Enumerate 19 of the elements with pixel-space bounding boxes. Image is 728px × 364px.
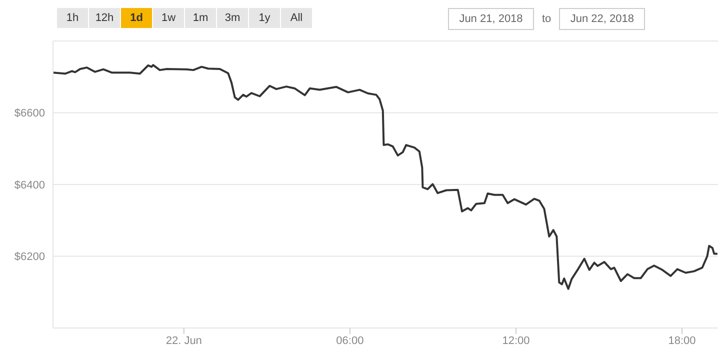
text: Jun 22, 2018	[559, 8, 646, 30]
y-tick-label: $6600	[14, 108, 45, 120]
text: 3m	[217, 8, 248, 28]
text: Jun 21, 2018	[448, 8, 534, 30]
text: 1d	[121, 8, 152, 28]
text: 1h	[57, 8, 88, 28]
y-tick-label: $6400	[14, 179, 45, 192]
text: 1m	[185, 8, 216, 28]
x-tick-label: 18:00	[668, 334, 696, 347]
y-tick-label: $6200	[14, 251, 45, 264]
text: to	[542, 13, 552, 25]
text: All	[281, 8, 312, 28]
x-tick-label: 22. Jun	[166, 334, 202, 347]
text: 1w	[153, 8, 184, 28]
line-series	[53, 64, 718, 290]
x-tick-label: 06:00	[336, 334, 364, 347]
text: 1y	[249, 8, 280, 28]
x-tick-label: 12:00	[502, 334, 530, 347]
text: 12h	[89, 8, 120, 28]
